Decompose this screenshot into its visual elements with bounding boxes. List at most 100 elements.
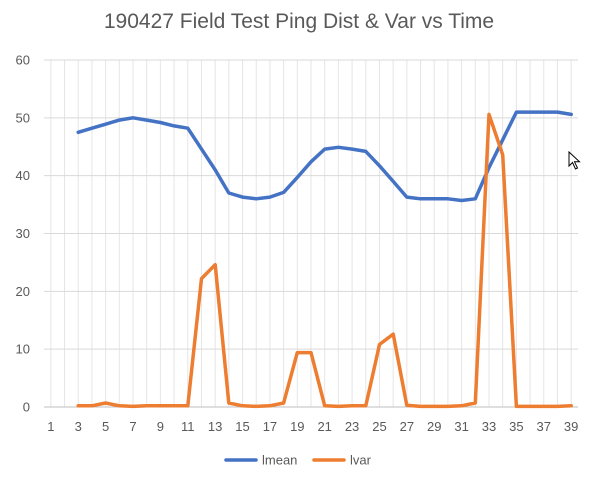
data-point-lvar [309,351,313,355]
data-point-lvar [90,404,94,408]
data-point-lvar [391,332,395,336]
data-point-lvar [501,153,505,157]
data-point-lvar [213,263,217,267]
data-point-lmean [419,197,423,201]
x-tick-label: 19 [290,419,304,434]
x-tick-label: 17 [263,419,277,434]
data-point-lvar [473,401,477,405]
x-tick-label: 1 [47,419,54,434]
data-point-lmean [227,191,231,195]
data-point-lmean [569,112,573,116]
gridlines [44,59,578,408]
x-tick-label: 3 [75,419,82,434]
data-point-lmean [542,110,546,114]
x-tick-label: 25 [372,419,386,434]
mouse-pointer-icon [568,151,581,170]
x-tick-label: 7 [129,419,136,434]
data-point-lvar [569,404,573,408]
x-tick-label: 27 [400,419,414,434]
series-line-lmean [76,110,573,203]
data-point-lmean [282,190,286,194]
x-tick-label: 13 [208,419,222,434]
data-point-lvar [377,343,381,347]
data-point-lvar [145,404,149,408]
series [76,110,573,409]
data-point-lvar [104,401,108,405]
x-tick-label: 11 [181,419,195,434]
data-point-lvar [323,404,327,408]
legend: lmean lvar [224,453,372,468]
x-tick-label: 5 [102,419,109,434]
data-point-lvar [131,404,135,408]
data-point-lmean [323,147,327,151]
data-point-lvar [460,404,464,408]
data-point-lvar [227,401,231,405]
data-point-lmean [131,116,135,120]
data-point-lvar [117,404,121,408]
data-point-lvar [254,404,258,408]
x-tick-label: 23 [345,419,359,434]
data-point-lmean [473,197,477,201]
data-point-lvar [282,401,286,405]
data-point-lmean [309,160,313,164]
x-tick-label: 31 [454,419,468,434]
data-point-lmean [90,126,94,130]
y-tick-label: 0 [23,400,30,415]
data-point-lmean [213,168,217,172]
data-point-lvar [419,404,423,408]
data-point-lvar [432,404,436,408]
y-tick-label: 20 [16,284,30,299]
x-tick-label: 9 [157,419,164,434]
data-point-lvar [199,277,203,281]
y-tick-label: 30 [16,226,30,241]
x-tick-label: 39 [564,419,578,434]
data-point-lvar [76,404,80,408]
data-point-lmean [117,118,121,122]
data-point-lvar [336,404,340,408]
data-point-lmean [336,145,340,149]
data-point-lmean [350,147,354,151]
data-point-lvar [514,404,518,408]
data-point-lmean [555,110,559,114]
data-point-lvar [268,404,272,408]
data-point-lmean [254,197,258,201]
data-point-lvar [528,404,532,408]
data-point-lvar [186,404,190,408]
legend-label-lmean: lmean [262,453,297,468]
data-point-lmean [241,195,245,199]
data-point-lmean [145,118,149,122]
data-point-lmean [76,130,80,134]
data-point-lmean [405,195,409,199]
data-point-lmean [158,120,162,124]
data-point-lmean [528,110,532,114]
data-point-lmean [104,122,108,126]
y-tick-label: 60 [16,53,30,68]
data-point-lvar [555,404,559,408]
data-point-lvar [158,404,162,408]
data-point-lvar [542,404,546,408]
x-tick-label: 33 [482,419,496,434]
data-point-lmean [199,147,203,151]
data-point-lvar [364,404,368,408]
series-line-lvar [76,112,573,409]
data-point-lmean [377,164,381,168]
data-point-lmean [460,199,464,203]
y-tick-label: 40 [16,168,30,183]
data-point-lmean [268,195,272,199]
y-tick-label: 10 [16,342,30,357]
data-point-lmean [186,126,190,130]
data-point-lmean [514,110,518,114]
data-point-lmean [501,138,505,142]
data-point-lvar [487,112,491,116]
data-point-lmean [295,175,299,179]
data-point-lvar [350,404,354,408]
data-point-lmean [446,197,450,201]
data-point-lvar [446,404,450,408]
x-tick-label: 29 [427,419,441,434]
y-tick-label: 50 [16,110,30,125]
x-tick-label: 37 [537,419,551,434]
data-point-lvar [241,404,245,408]
data-point-lmean [364,149,368,153]
